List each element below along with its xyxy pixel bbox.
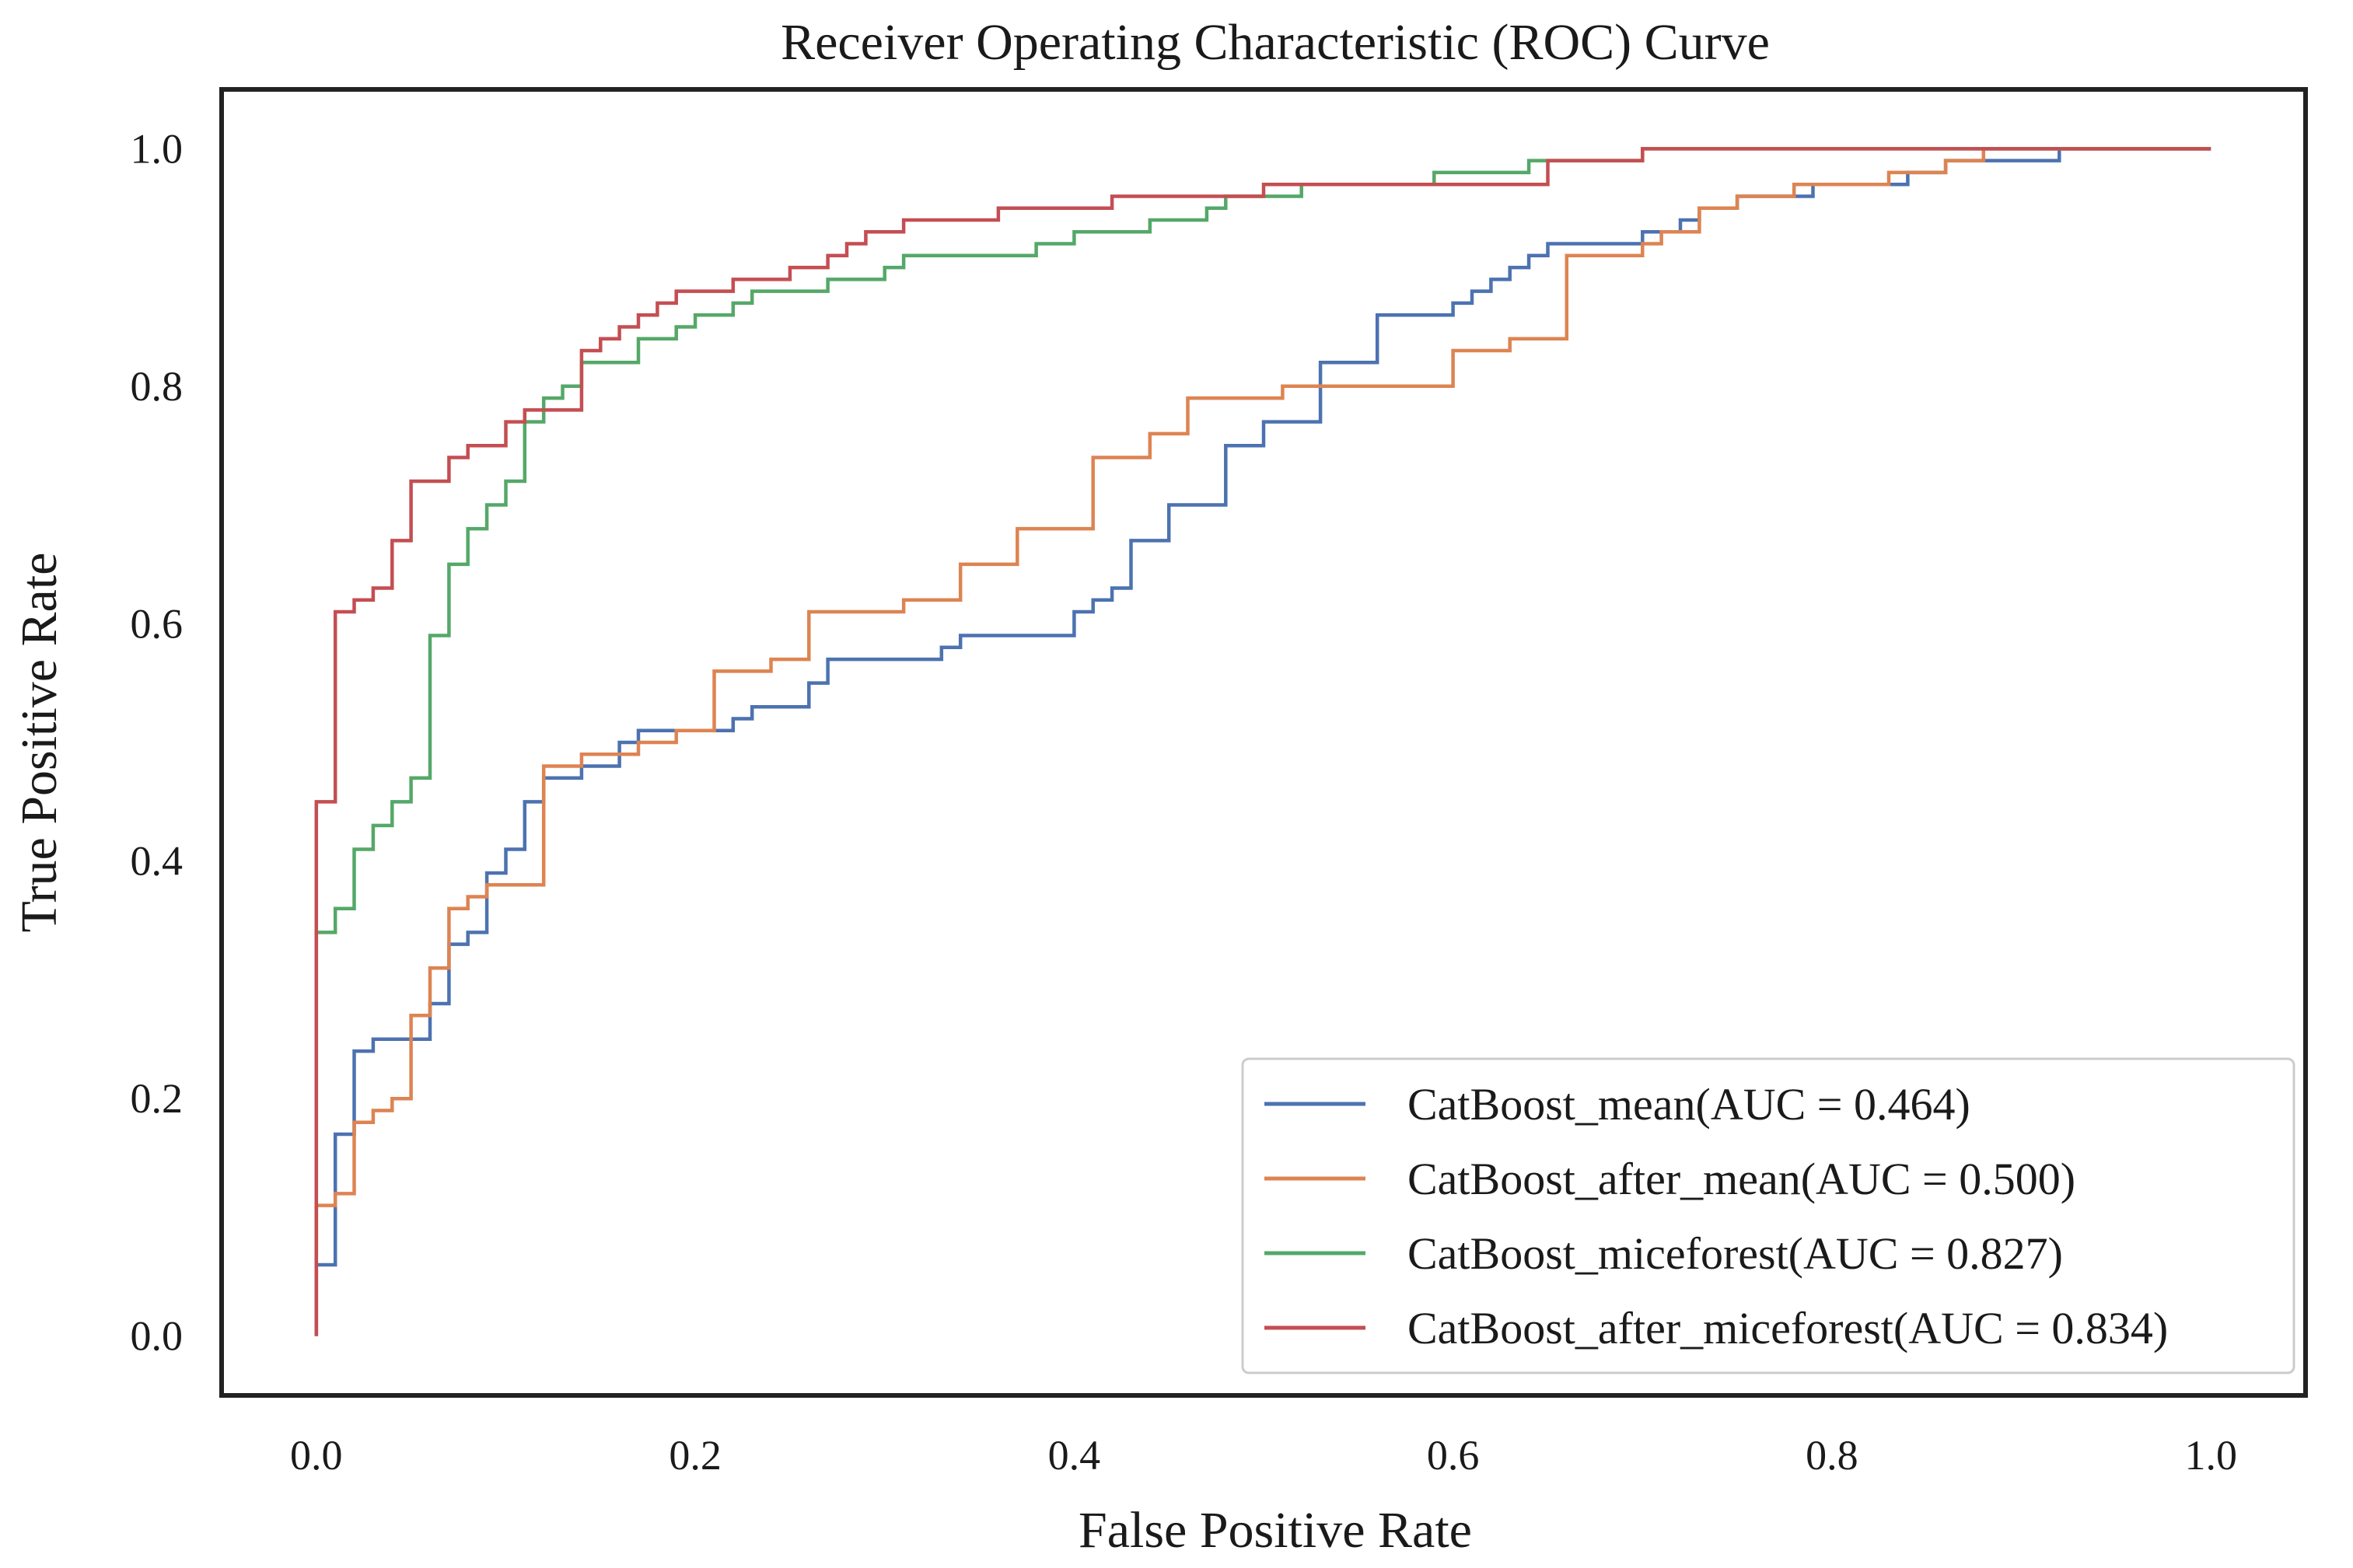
x-tick-label: 0.6 [1427,1432,1480,1479]
x-tick-label: 0.4 [1048,1432,1101,1479]
series-layer [314,147,2211,1336]
x-tick-label: 1.0 [2184,1432,2237,1479]
plot-frame [219,87,2308,1398]
y-axis-label: True Positive Rate [11,553,68,933]
x-tick-label: 0.8 [1806,1432,1858,1479]
y-tick-label: 0.4 [131,838,184,885]
legend-label-2: CatBoost_miceforest(AUC = 0.827) [1407,1228,2063,1279]
series-line-1 [314,147,2211,1336]
y-tick-label: 0.2 [131,1075,184,1122]
legend: CatBoost_mean(AUC = 0.464) CatBoost_after… [1241,1057,2295,1374]
y-tick-label: 0.8 [131,363,184,410]
chart-title: Receiver Operating Characteristic (ROC) … [781,14,1770,71]
legend-items: CatBoost_mean(AUC = 0.464) CatBoost_after… [1264,1079,2168,1353]
y-tick-label: 0.6 [131,600,184,647]
legend-label-3: CatBoost_after_miceforest(AUC = 0.834) [1407,1303,2168,1353]
legend-label-0: CatBoost_mean(AUC = 0.464) [1407,1079,1970,1130]
x-tick-labels: 0.0 0.2 0.4 0.6 0.8 1.0 [290,1432,2237,1479]
y-tick-label: 0.0 [131,1313,184,1360]
series-line-2 [314,147,2211,1336]
x-tick-label: 0.0 [290,1432,343,1479]
y-tick-label: 1.0 [131,125,184,172]
series-line-3 [314,147,2211,1336]
x-axis-label: False Positive Rate [1079,1502,1472,1559]
legend-box [1241,1057,2295,1374]
y-tick-labels: 0.0 0.2 0.4 0.6 0.8 1.0 [131,125,184,1359]
legend-label-1: CatBoost_after_mean(AUC = 0.500) [1407,1154,2075,1204]
x-tick-label: 0.2 [669,1432,722,1479]
